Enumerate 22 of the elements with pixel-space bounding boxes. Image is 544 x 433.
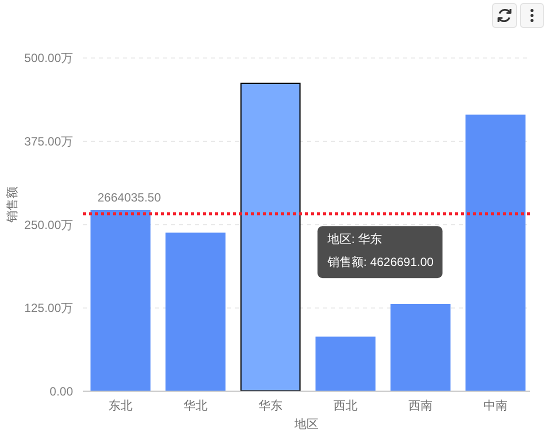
x-tick-label: 中南 (484, 398, 508, 412)
annotation: 2664035.50 (98, 190, 162, 205)
y-tick-label: 125.00万 (24, 301, 73, 316)
annotation: 销售额: 4626691.00 (326, 255, 434, 270)
y-tick-label: 250.00万 (24, 218, 73, 232)
bar (166, 232, 226, 392)
y-tick-label: 500.00万 (24, 51, 73, 66)
bar (466, 114, 526, 392)
bar (316, 336, 376, 392)
y-axis-title: 销售额 (5, 186, 19, 224)
x-tick-label: 华东 (258, 398, 282, 412)
bar (90, 210, 150, 392)
x-tick-label: 华北 (184, 398, 208, 412)
annotation: 地区: 华东 (326, 232, 382, 246)
bar (390, 304, 450, 392)
y-tick-label: 375.00万 (24, 134, 73, 149)
x-tick-label: 西北 (334, 398, 358, 412)
x-tick-label: 东北 (108, 398, 132, 412)
bar (240, 82, 301, 392)
x-axis-title: 地区 (294, 417, 318, 431)
x-tick-label: 西南 (408, 398, 432, 412)
y-tick-label: 0.00 (50, 384, 74, 398)
